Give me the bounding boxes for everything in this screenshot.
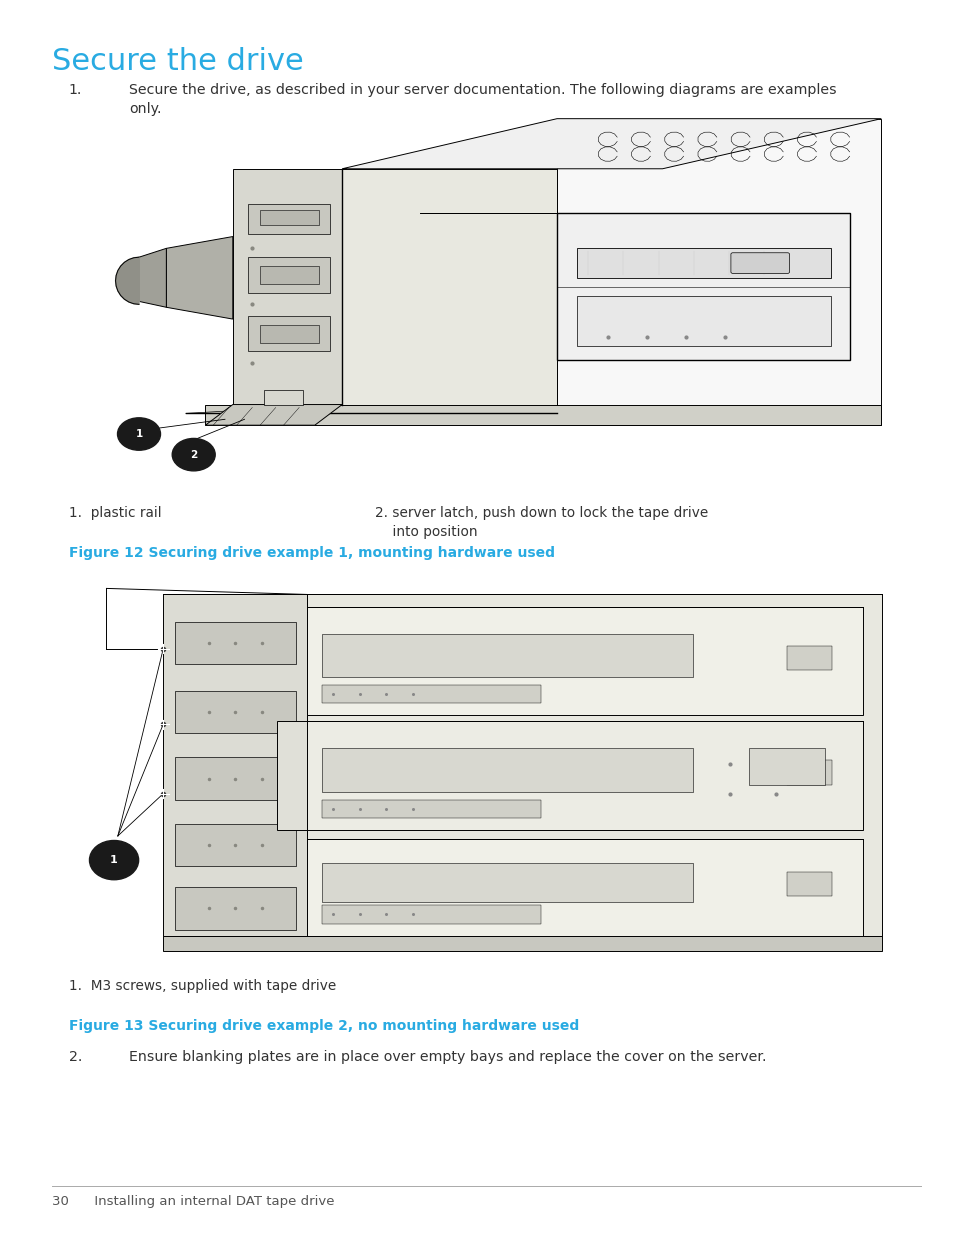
Text: 30      Installing an internal DAT tape drive: 30 Installing an internal DAT tape drive xyxy=(52,1194,335,1208)
Polygon shape xyxy=(248,257,330,293)
Text: Secure the drive, as described in your server documentation. The following diagr: Secure the drive, as described in your s… xyxy=(129,83,836,116)
Circle shape xyxy=(172,438,215,471)
Polygon shape xyxy=(276,721,307,830)
Polygon shape xyxy=(307,721,862,830)
Text: Figure 12 Securing drive example 1, mounting hardware used: Figure 12 Securing drive example 1, moun… xyxy=(69,546,554,559)
Bar xyxy=(786,646,832,669)
Polygon shape xyxy=(174,621,295,664)
Polygon shape xyxy=(205,405,881,425)
FancyBboxPatch shape xyxy=(730,253,789,273)
Polygon shape xyxy=(322,905,540,924)
Polygon shape xyxy=(557,212,849,361)
Circle shape xyxy=(117,417,160,451)
Polygon shape xyxy=(322,685,540,703)
Polygon shape xyxy=(163,936,881,951)
Polygon shape xyxy=(260,325,318,342)
Polygon shape xyxy=(322,863,692,902)
Text: 1.  M3 screws, supplied with tape drive: 1. M3 screws, supplied with tape drive xyxy=(69,979,335,993)
Text: 2: 2 xyxy=(190,450,197,459)
Polygon shape xyxy=(139,248,166,308)
Polygon shape xyxy=(322,634,692,677)
Bar xyxy=(748,748,824,784)
Polygon shape xyxy=(174,887,295,930)
Polygon shape xyxy=(115,257,139,304)
Polygon shape xyxy=(174,824,295,866)
Polygon shape xyxy=(307,606,862,715)
Polygon shape xyxy=(260,210,318,225)
Text: Figure 13 Securing drive example 2, no mounting hardware used: Figure 13 Securing drive example 2, no m… xyxy=(69,1019,578,1032)
Polygon shape xyxy=(307,594,881,936)
Text: 1.: 1. xyxy=(69,83,82,96)
Text: 1: 1 xyxy=(135,429,143,438)
Text: 1: 1 xyxy=(110,855,118,864)
Bar xyxy=(786,872,832,897)
Polygon shape xyxy=(307,839,862,936)
Polygon shape xyxy=(576,295,830,346)
Polygon shape xyxy=(166,237,233,319)
Polygon shape xyxy=(248,316,330,352)
Polygon shape xyxy=(233,169,342,405)
Bar xyxy=(786,761,832,784)
Text: 1.  plastic rail: 1. plastic rail xyxy=(69,506,161,520)
Text: 2. server latch, push down to lock the tape drive
    into position: 2. server latch, push down to lock the t… xyxy=(375,506,707,540)
Polygon shape xyxy=(576,248,830,278)
Polygon shape xyxy=(322,800,540,818)
Polygon shape xyxy=(322,748,692,792)
Polygon shape xyxy=(557,119,881,425)
Polygon shape xyxy=(174,692,295,734)
Polygon shape xyxy=(264,390,303,405)
Polygon shape xyxy=(248,204,330,233)
Polygon shape xyxy=(163,594,307,936)
Polygon shape xyxy=(260,266,318,284)
Polygon shape xyxy=(342,119,881,169)
Polygon shape xyxy=(205,405,342,425)
Polygon shape xyxy=(174,757,295,800)
Text: 2.: 2. xyxy=(69,1050,82,1063)
Polygon shape xyxy=(342,169,557,425)
Circle shape xyxy=(90,841,138,879)
Text: Secure the drive: Secure the drive xyxy=(52,47,304,75)
Text: Ensure blanking plates are in place over empty bays and replace the cover on the: Ensure blanking plates are in place over… xyxy=(129,1050,765,1063)
